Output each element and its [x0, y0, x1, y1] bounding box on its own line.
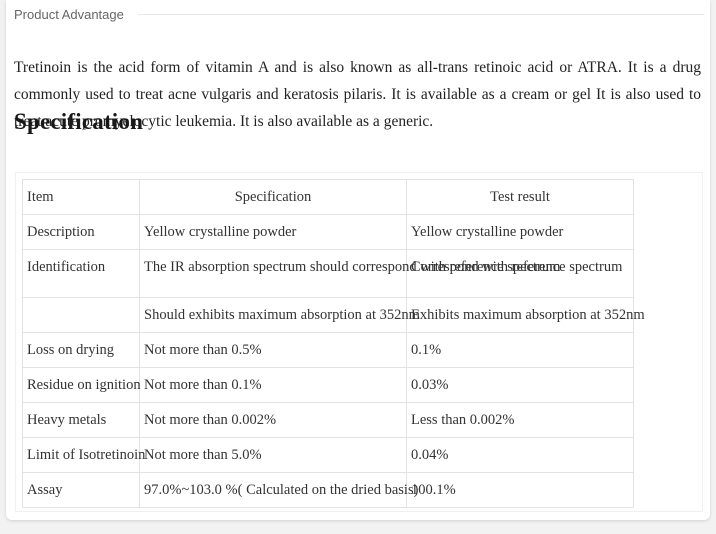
result-cell: 0.04%	[406, 437, 634, 473]
table-row: Heavy metals Not more than 0.002% Less t…	[22, 402, 634, 438]
item-cell: Identification	[22, 249, 140, 298]
table-row: Should exhibits maximum absorption at 35…	[22, 297, 645, 333]
table-row: Identification The IR absorption spectru…	[22, 249, 634, 298]
item-cell: Loss on drying	[22, 332, 140, 368]
column-header-test-result: Test result	[406, 179, 634, 215]
spec-cell: Not more than 0.002%	[139, 402, 407, 438]
result-cell: Less than 0.002%	[406, 402, 634, 438]
table-row: Limit of Isotretinoin Not more than 5.0%…	[22, 437, 634, 473]
column-header-item: Item	[22, 179, 140, 215]
item-cell: Assay	[22, 472, 140, 508]
specification-table-container: Item Specification Test result Descripti…	[15, 172, 703, 512]
result-cell: 0.1%	[406, 332, 634, 368]
spec-cell: Yellow crystalline powder	[139, 214, 407, 250]
spec-cell: Not more than 0.1%	[139, 367, 407, 403]
result-cell: Exhibits maximum absorption at 352nm	[406, 297, 645, 333]
section-divider-line	[137, 14, 704, 15]
section-label: Product Advantage	[14, 7, 124, 22]
spec-cell: Not more than 5.0%	[139, 437, 407, 473]
result-cell: Yellow crystalline powder	[406, 214, 634, 250]
specification-table: Item Specification Test result Descripti…	[22, 179, 645, 508]
table-row: Assay 97.0%~103.0 %( Calculated on the d…	[22, 472, 634, 508]
item-cell: Description	[22, 214, 140, 250]
item-cell: Limit of Isotretinoin	[22, 437, 145, 473]
spec-cell: The IR absorption spectrum should corres…	[139, 249, 560, 298]
table-row: Loss on drying Not more than 0.5% 0.1%	[22, 332, 634, 368]
table-row: Residue on ignition Not more than 0.1% 0…	[22, 367, 634, 403]
table-header-row: Item Specification Test result	[22, 179, 634, 215]
spec-cell: Should exhibits maximum absorption at 35…	[139, 297, 420, 333]
item-cell	[22, 297, 140, 333]
product-description-paragraph: Tretinoin is the acid form of vitamin A …	[14, 58, 701, 130]
item-cell: Heavy metals	[22, 402, 140, 438]
product-card: Product Advantage Tretinoin is the acid …	[6, 0, 710, 520]
result-cell: Correspond with reference spectrum	[406, 249, 634, 298]
column-header-specification: Specification	[139, 179, 407, 215]
item-cell: Residue on ignition	[22, 367, 141, 403]
result-cell: 100.1%	[406, 472, 634, 508]
result-cell: 0.03%	[406, 367, 634, 403]
table-row: Description Yellow crystalline powder Ye…	[22, 214, 634, 250]
spec-cell: 97.0%~103.0 %( Calculated on the dried b…	[139, 472, 418, 508]
specification-heading: Specification	[14, 109, 144, 134]
section-header: Product Advantage	[14, 7, 704, 22]
spec-cell: Not more than 0.5%	[139, 332, 407, 368]
